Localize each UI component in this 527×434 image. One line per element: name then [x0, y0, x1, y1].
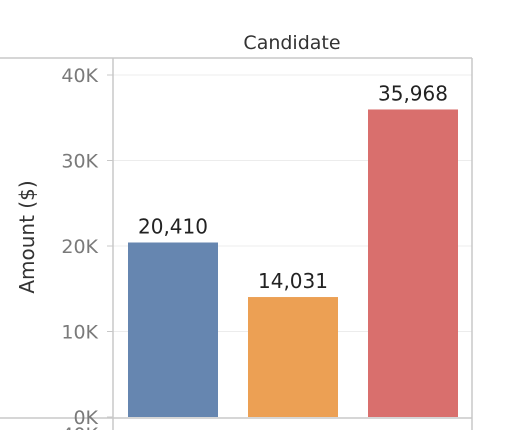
bar-2 [368, 109, 458, 417]
bar-0 [128, 242, 218, 417]
y-tick-label-0: 0K [73, 407, 98, 429]
y-axis-label: Amount ($) [15, 180, 39, 293]
y-axis-ticks: 0K 10K 20K 30K 40K 40K [61, 65, 113, 430]
y-tick-label-3: 30K [61, 151, 98, 173]
bars [128, 109, 458, 417]
y-tick-label-2: 20K [61, 236, 98, 258]
data-label-2: 35,968 [378, 81, 448, 105]
data-label-0: 20,410 [138, 214, 208, 238]
column-header: Candidate [243, 32, 340, 54]
pane-frame [0, 57, 473, 430]
y-tick-label-4: 40K [61, 65, 98, 87]
data-label-1: 14,031 [258, 269, 328, 293]
y-tick-label-1: 10K [61, 322, 98, 344]
bar-1 [248, 297, 338, 417]
data-labels: 20,410 14,031 35,968 [138, 81, 448, 293]
y-tick-label-cut: 40K [61, 424, 98, 430]
